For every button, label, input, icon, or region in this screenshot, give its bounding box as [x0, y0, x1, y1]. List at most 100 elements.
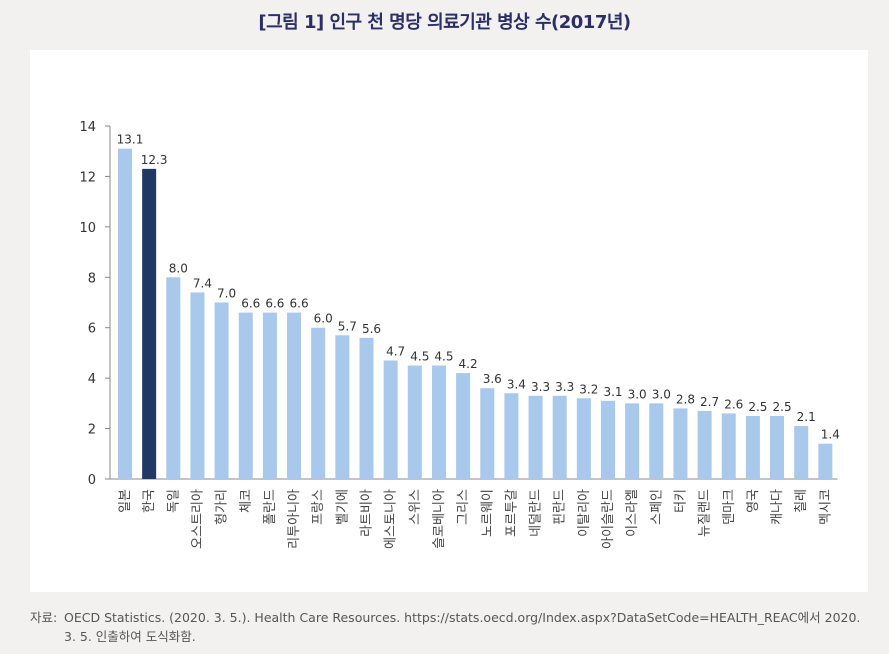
- bar: [552, 395, 567, 479]
- data-label: 7.4: [193, 276, 212, 290]
- data-label: 1.4: [821, 428, 840, 442]
- category-label: 일본: [118, 489, 133, 513]
- data-label: 3.0: [652, 387, 671, 401]
- category-label: 핀란드: [553, 489, 568, 525]
- data-label: 2.8: [676, 392, 695, 406]
- bar: [142, 168, 157, 479]
- bar: [431, 365, 446, 479]
- category-label: 오스트리아: [190, 489, 205, 549]
- data-label: 2.5: [773, 400, 792, 414]
- data-label: 4.5: [410, 350, 429, 364]
- data-label: 7.0: [217, 287, 236, 301]
- data-label: 3.1: [603, 385, 622, 399]
- bar: [287, 312, 302, 479]
- bar: [794, 426, 809, 479]
- category-label: 스페인: [649, 489, 664, 525]
- y-tick-label: 4: [88, 372, 96, 387]
- y-tick-label: 8: [88, 271, 96, 286]
- bar: [335, 335, 350, 479]
- y-tick-label: 14: [79, 120, 96, 135]
- bar: [818, 443, 833, 479]
- data-label: 2.7: [700, 395, 719, 409]
- category-label: 리투아니아: [287, 489, 302, 549]
- bar: [625, 403, 640, 479]
- category-label: 영국: [746, 489, 761, 513]
- category-label: 에스토니아: [384, 489, 399, 549]
- category-label: 터키: [673, 489, 688, 513]
- bar: [649, 403, 664, 479]
- y-tick-label: 0: [88, 473, 96, 488]
- data-label: 2.1: [797, 410, 816, 424]
- data-label: 8.0: [169, 261, 188, 275]
- data-label: 5.7: [338, 319, 357, 333]
- data-label: 2.6: [724, 397, 743, 411]
- category-label: 폴란드: [263, 489, 278, 525]
- bar: [407, 365, 422, 479]
- category-label: 캐나다: [770, 489, 785, 525]
- category-label: 뉴질랜드: [698, 489, 713, 537]
- data-label: 6.6: [290, 297, 309, 311]
- category-label: 칠레: [794, 489, 809, 513]
- bar: [576, 398, 591, 479]
- bar: [383, 360, 398, 479]
- category-label: 멕시코: [818, 489, 833, 525]
- category-label: 체코: [239, 489, 254, 513]
- category-label: 헝가리: [215, 489, 230, 525]
- data-label: 6.0: [314, 312, 333, 326]
- data-label: 3.6: [483, 372, 502, 386]
- y-tick-label: 12: [79, 170, 96, 185]
- data-label: 4.7: [386, 344, 405, 358]
- bar: [166, 277, 181, 479]
- bar: [359, 337, 374, 479]
- category-label: 덴마크: [722, 489, 737, 525]
- category-label: 슬로베니아: [432, 489, 447, 549]
- bar: [480, 388, 495, 479]
- data-label: 4.5: [434, 350, 453, 364]
- y-tick-label: 6: [88, 322, 96, 337]
- data-label: 3.3: [555, 380, 574, 394]
- y-tick-label: 2: [88, 423, 96, 438]
- category-label: 포르투갈: [504, 489, 519, 537]
- bar: [504, 393, 519, 479]
- bar: [456, 373, 471, 479]
- source-label: 자료:: [30, 610, 58, 625]
- chart-panel: 0 2 4 6 8 10 12 14 13.1 일본 12.3 한국 8.0 독일 7.4 오스트리아 7.0 헝…: [30, 50, 868, 592]
- category-label: 스위스: [408, 489, 423, 525]
- data-label: 3.2: [579, 382, 598, 396]
- data-label: 6.6: [265, 297, 284, 311]
- category-label: 노르웨이: [480, 489, 495, 537]
- bar: [214, 302, 229, 479]
- category-label: 이스라엘: [625, 489, 640, 537]
- bar-chart: 0 2 4 6 8 10 12 14 13.1 일본 12.3 한국 8.0 독일 7.4 오스트리아 7.0 헝…: [79, 120, 840, 549]
- data-label: 3.0: [628, 387, 647, 401]
- category-label: 프랑스: [311, 489, 326, 525]
- category-label: 라트비아: [360, 489, 375, 537]
- bar: [673, 408, 688, 479]
- bar: [601, 400, 615, 479]
- bar: [770, 415, 785, 479]
- category-label: 아이슬란드: [601, 489, 616, 549]
- bar: [118, 148, 132, 479]
- y-tick-label: 10: [79, 221, 96, 236]
- source-text: OECD Statistics. (2020. 3. 5.). Health C…: [64, 610, 861, 644]
- data-label: 6.6: [241, 297, 260, 311]
- chart-title: [그림 1] 인구 천 명당 의료기관 병상 수(2017년): [258, 12, 631, 33]
- bar: [190, 292, 205, 479]
- category-label: 독일: [166, 489, 181, 513]
- data-label: 4.2: [459, 357, 478, 371]
- data-label: 5.6: [362, 322, 381, 336]
- data-label: 13.1: [117, 133, 144, 147]
- data-label: 3.4: [507, 377, 526, 391]
- bar: [697, 410, 712, 479]
- bar: [528, 395, 543, 479]
- bar: [721, 413, 736, 479]
- data-label: 2.5: [748, 400, 767, 414]
- data-label: 3.3: [531, 380, 550, 394]
- category-label: 네덜란드: [529, 489, 544, 537]
- bar: [238, 312, 253, 479]
- category-label: 벨기에: [335, 489, 350, 525]
- bar: [745, 415, 760, 479]
- bar: [311, 327, 326, 479]
- category-label: 이탈리아: [577, 489, 592, 537]
